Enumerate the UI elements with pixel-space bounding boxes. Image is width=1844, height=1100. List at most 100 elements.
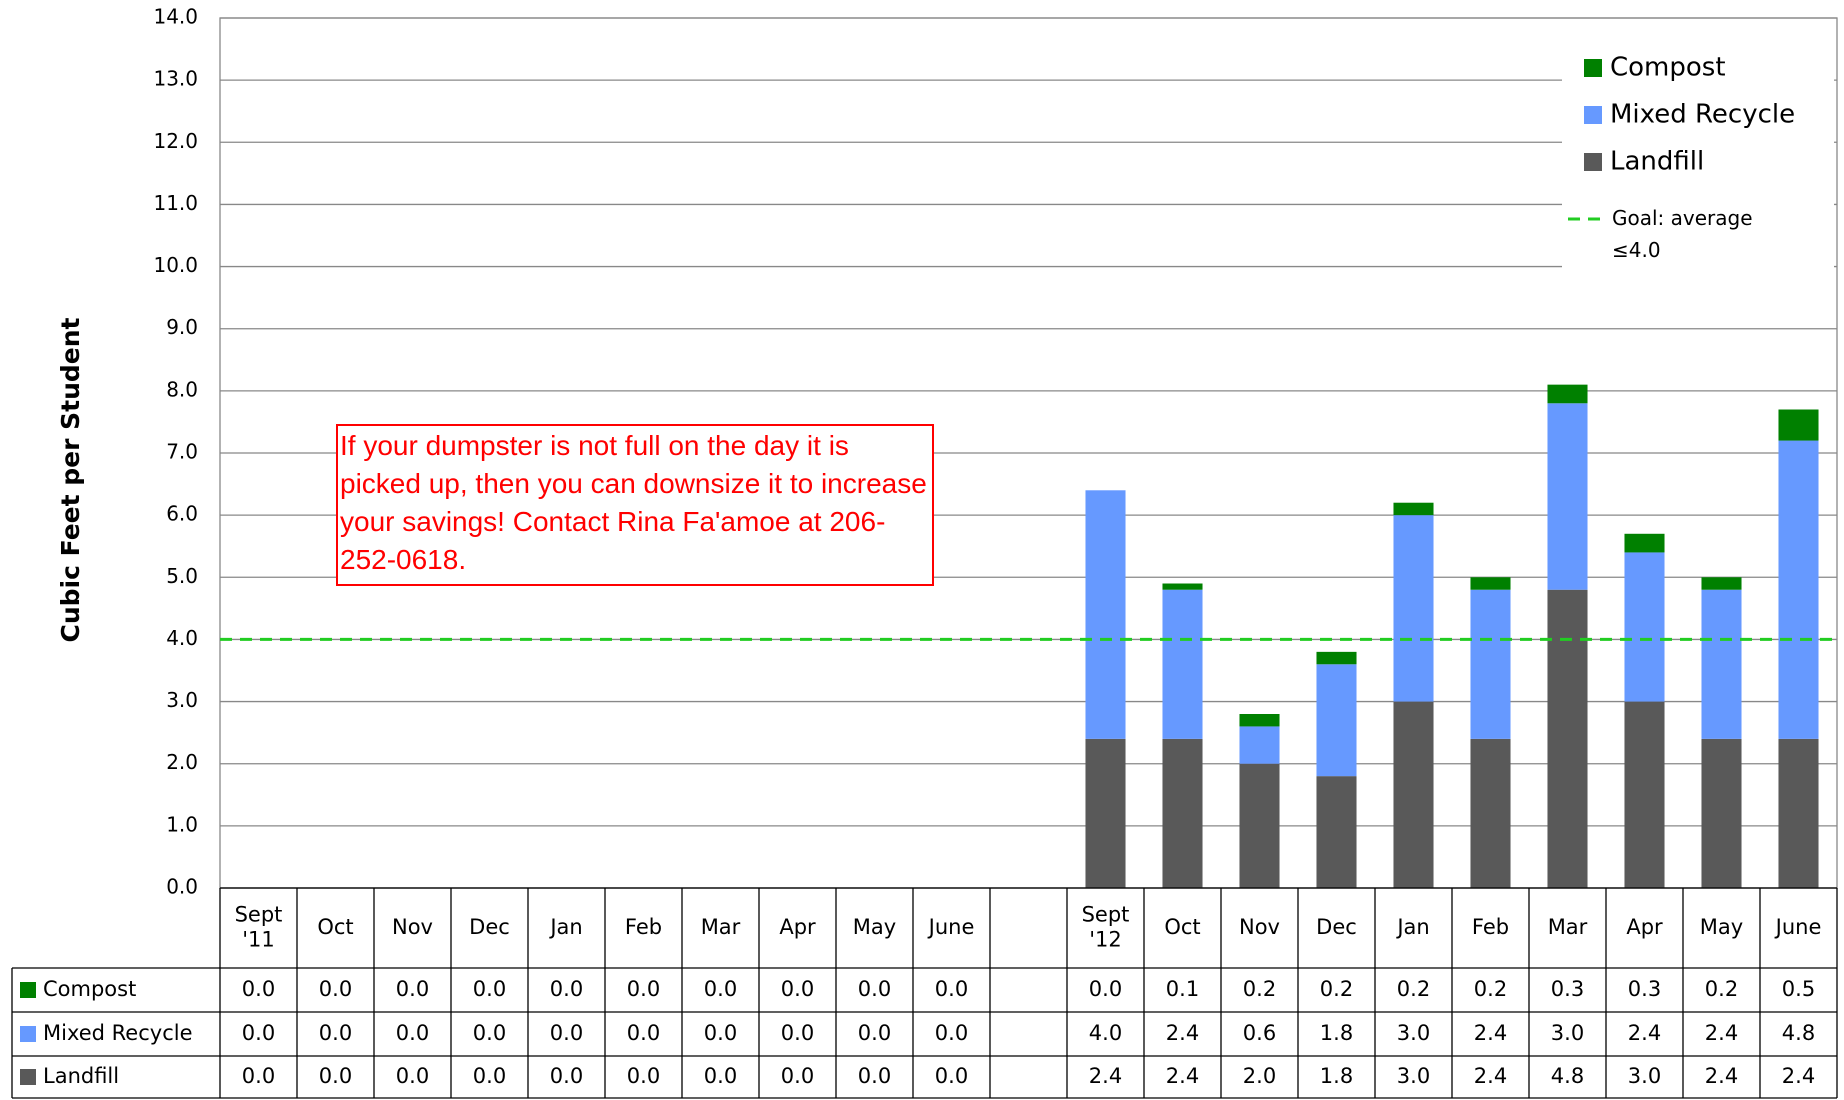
bar-segment: [1778, 738, 1819, 888]
x-tick-label: Dec: [1316, 915, 1357, 939]
table-value: 0.0: [627, 977, 660, 1001]
legend-label: Mixed Recycle: [1610, 100, 1795, 130]
y-axis-label: Cubic Feet per Student: [56, 317, 85, 642]
table-value: 0.0: [935, 1021, 968, 1045]
bar-segment: [1162, 738, 1203, 888]
table-value: 0.1: [1166, 977, 1199, 1001]
bar-segment: [1239, 763, 1280, 888]
bar-segment: [1085, 738, 1126, 888]
table-value: 1.8: [1320, 1021, 1353, 1045]
table-value: 3.0: [1628, 1064, 1661, 1088]
x-tick-label: Nov: [1239, 915, 1280, 939]
bar-segment: [1470, 589, 1511, 739]
table-value: 0.2: [1474, 977, 1507, 1001]
annotation-frame: [336, 424, 934, 586]
table-value: 0.0: [242, 1064, 275, 1088]
table-value: 3.0: [1397, 1064, 1430, 1088]
table-row-label: Mixed Recycle: [43, 1021, 193, 1045]
x-tick-label: May: [853, 915, 896, 939]
table-row-label: Landfill: [43, 1064, 119, 1088]
table-value: 2.4: [1166, 1021, 1199, 1045]
table-value: 2.4: [1166, 1064, 1199, 1088]
x-tick-label: Mar: [701, 915, 741, 939]
legend-swatch: [1584, 106, 1602, 124]
table-value: 3.0: [1397, 1021, 1430, 1045]
table-value: 2.0: [1243, 1064, 1276, 1088]
y-tick-label: 12.0: [153, 129, 198, 153]
table-value: 2.4: [1705, 1064, 1738, 1088]
table-value: 0.0: [396, 1021, 429, 1045]
y-tick-label: 6.0: [166, 502, 198, 526]
table-value: 0.2: [1320, 977, 1353, 1001]
table-value: 2.4: [1474, 1021, 1507, 1045]
bar-segment: [1316, 664, 1357, 777]
y-tick-label: 10.0: [153, 253, 198, 277]
table-value: 0.0: [781, 977, 814, 1001]
table-legend-swatch: [20, 1069, 36, 1085]
annotation: If your dumpster is not full on the day …: [340, 430, 927, 575]
bar-segment: [1316, 651, 1357, 665]
table-value: 0.0: [473, 1064, 506, 1088]
annotation-box: If your dumpster is not full on the day …: [340, 430, 927, 575]
table-value: 0.0: [858, 1021, 891, 1045]
x-tick-label: Sept '12: [1082, 902, 1130, 951]
bar-segment: [1701, 577, 1742, 590]
table-value: 0.0: [319, 1021, 352, 1045]
table-value: 2.4: [1782, 1064, 1815, 1088]
legend-label: Compost: [1610, 53, 1726, 83]
bar-segment: [1470, 738, 1511, 888]
table-value: 0.5: [1782, 977, 1815, 1001]
x-tick-label: May: [1700, 915, 1743, 939]
bar-segment: [1393, 515, 1434, 702]
table-value: 0.0: [704, 977, 737, 1001]
table-value: 0.0: [473, 977, 506, 1001]
bar-segment: [1085, 490, 1126, 739]
table-value: 4.8: [1782, 1021, 1815, 1045]
y-tick-label: 1.0: [166, 812, 198, 836]
bar-segment: [1778, 409, 1819, 441]
x-tick-label: Dec: [469, 915, 510, 939]
table-value: 0.0: [242, 977, 275, 1001]
table-value: 0.0: [319, 977, 352, 1001]
table-value: 0.0: [858, 977, 891, 1001]
legend-swatch: [1584, 59, 1602, 77]
y-tick-label: 0.0: [166, 875, 198, 899]
bar-segment: [1239, 714, 1280, 727]
bar-segment: [1624, 533, 1665, 553]
x-tick-label: Mar: [1548, 915, 1588, 939]
table-value: 0.0: [1089, 977, 1122, 1001]
y-tick-label: 5.0: [166, 564, 198, 588]
bar-segment: [1162, 589, 1203, 739]
bar-segment: [1624, 552, 1665, 702]
table-value: 2.4: [1705, 1021, 1738, 1045]
table-value: 0.0: [473, 1021, 506, 1045]
bar-segment: [1547, 384, 1588, 404]
table-value: 1.8: [1320, 1064, 1353, 1088]
x-tick-label: Apr: [1626, 915, 1663, 939]
table-value: 0.0: [396, 977, 429, 1001]
table-value: 0.0: [935, 1064, 968, 1088]
y-tick-label: 8.0: [166, 377, 198, 401]
table-value: 0.2: [1243, 977, 1276, 1001]
table-row-label: Compost: [43, 977, 136, 1001]
table-value: 0.0: [935, 977, 968, 1001]
y-tick-label: 4.0: [166, 626, 198, 650]
bar-segment: [1316, 776, 1357, 888]
table-legend-swatch: [20, 1026, 36, 1042]
x-tick-label: Oct: [317, 915, 353, 939]
table-value: 2.4: [1628, 1021, 1661, 1045]
table-value: 2.4: [1474, 1064, 1507, 1088]
y-tick-label: 13.0: [153, 67, 198, 91]
table-value: 0.2: [1705, 977, 1738, 1001]
table-value: 0.0: [550, 977, 583, 1001]
x-tick-label: Jan: [548, 915, 582, 939]
table-value: 0.3: [1628, 977, 1661, 1001]
table-value: 0.0: [550, 1021, 583, 1045]
x-tick-label: June: [927, 915, 975, 939]
table-value: 0.0: [627, 1064, 660, 1088]
y-tick-label: 11.0: [153, 191, 198, 215]
bar-segment: [1701, 738, 1742, 888]
legend-box: [1562, 45, 1834, 273]
